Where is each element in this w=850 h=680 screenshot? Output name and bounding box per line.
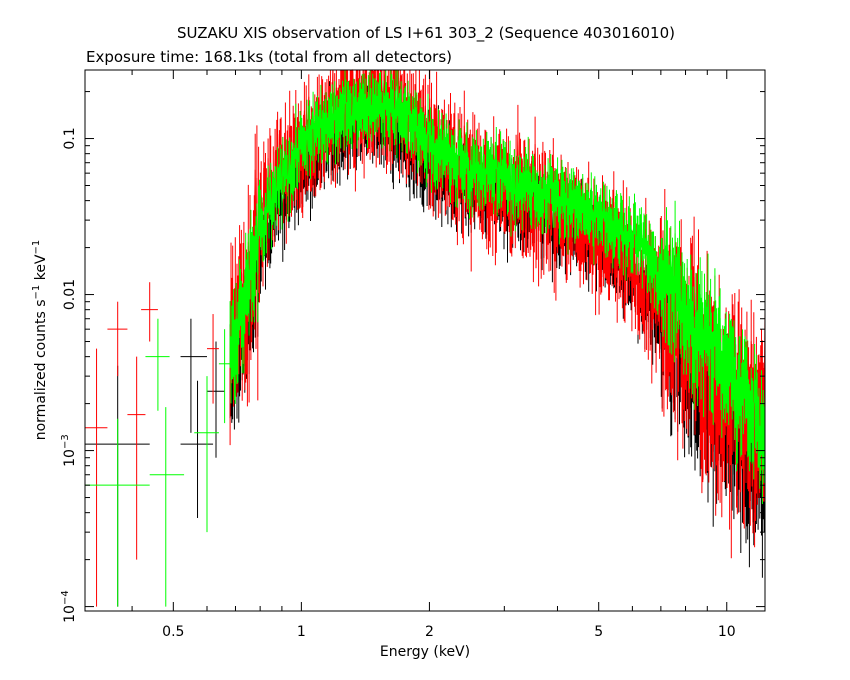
y-axis-label-sup1: −1 bbox=[31, 285, 42, 300]
y-tick-label-1: 0.01 bbox=[62, 279, 78, 310]
plot-frame bbox=[84, 69, 766, 612]
y-axis-label-sup2: −1 bbox=[31, 240, 42, 255]
y-tick-label-3: 10−4 bbox=[60, 590, 78, 623]
y-tick-label-exp-2: −3 bbox=[60, 434, 71, 449]
x-tick-label-3: 5 bbox=[594, 624, 603, 640]
x-tick-label-4: 10 bbox=[718, 624, 736, 640]
series-1 bbox=[85, 69, 766, 607]
series-2 bbox=[85, 70, 766, 607]
data-layer bbox=[85, 69, 766, 607]
y-tick-label-base-2: 10 bbox=[62, 449, 78, 467]
chart-title: SUZAKU XIS observation of LS I+61 303_2 … bbox=[177, 24, 675, 43]
x-axis-label: Energy (keV) bbox=[380, 644, 470, 660]
y-tick-label-0: 0.1 bbox=[62, 127, 78, 149]
y-tick-label-base-3: 10 bbox=[62, 605, 78, 623]
x-tick-label-2: 2 bbox=[425, 624, 434, 640]
y-axis-label-mid: keV bbox=[33, 254, 49, 285]
chart-subtitle: Exposure time: 168.1ks (total from all d… bbox=[86, 48, 452, 66]
y-tick-label-2: 10−3 bbox=[60, 434, 78, 467]
series-2-trace bbox=[229, 80, 766, 455]
y-axis-label-main: normalized counts s bbox=[33, 299, 49, 440]
y-axis-label: normalized counts s−1 keV−1 bbox=[31, 240, 49, 441]
y-tick-label-exp-3: −4 bbox=[60, 590, 71, 605]
x-axis-ticks: 0.5 1 2 5 10 bbox=[131, 70, 736, 640]
x-tick-label-1: 1 bbox=[297, 624, 306, 640]
x-tick-label-0: 0.5 bbox=[162, 624, 184, 640]
